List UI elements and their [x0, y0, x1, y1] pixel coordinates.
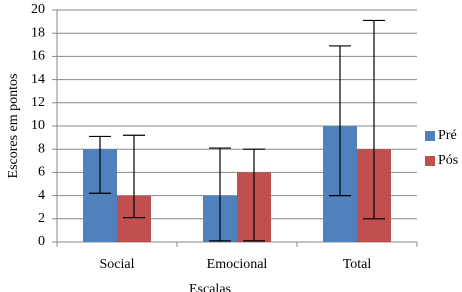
y-tick-label: 20: [31, 2, 45, 17]
y-tick-label: 8: [38, 141, 45, 156]
x-tick-label: Social: [100, 257, 135, 272]
y-tick-label: 18: [31, 25, 45, 40]
y-tick-label: 12: [31, 95, 45, 110]
y-tick-label: 4: [38, 188, 45, 203]
y-tick-label: 14: [31, 72, 45, 87]
legend-label: Pós: [438, 153, 458, 168]
x-axis-label: Escalas: [189, 282, 231, 292]
y-tick-label: 6: [38, 165, 45, 180]
y-tick-label: 10: [31, 118, 45, 133]
y-tick-label: 16: [31, 49, 45, 64]
x-tick-label: Total: [343, 257, 372, 272]
y-tick-label: 0: [38, 234, 45, 249]
y-axis-label: Escores em pontos: [6, 74, 21, 179]
y-tick-label: 2: [38, 211, 45, 226]
legend-label: Pré: [438, 128, 457, 143]
legend-swatch: [425, 131, 435, 141]
x-tick-label: Emocional: [207, 257, 268, 272]
legend-swatch: [425, 156, 435, 166]
